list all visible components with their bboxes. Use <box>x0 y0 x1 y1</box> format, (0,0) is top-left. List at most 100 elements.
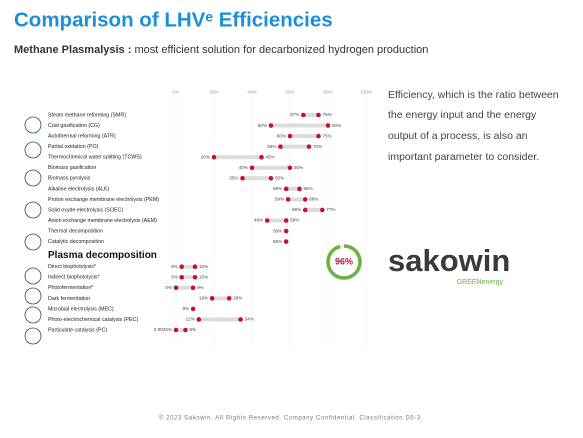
dot-low <box>249 165 255 171</box>
value-label: 77% <box>326 207 335 212</box>
icon <box>24 201 42 219</box>
dot-high <box>192 274 198 280</box>
value-label: 0.0025% <box>154 327 172 332</box>
dot-high <box>259 154 264 160</box>
logo: sakowin <box>388 243 510 278</box>
dot-low <box>173 327 179 333</box>
dot-high <box>297 186 302 192</box>
dot-low <box>287 133 293 139</box>
category-label: Biomass pyrolysis <box>48 176 91 182</box>
x-tick-label: 20% <box>209 89 219 95</box>
value-label: 55% <box>267 144 276 149</box>
dot-low <box>240 176 245 181</box>
icon <box>24 267 42 285</box>
value-label: 9% <box>197 285 204 290</box>
category-label: Plasma decomposition <box>48 250 157 261</box>
dot-high <box>316 133 321 139</box>
dot-high <box>316 112 321 118</box>
value-label: 59% <box>275 197 284 202</box>
side-text-line: important parameter to consider. <box>388 151 539 163</box>
value-label: 75% <box>323 112 332 117</box>
side-text: Efficiency, which is the ratio between t… <box>388 89 559 163</box>
category-label: Partial oxidation (PO) <box>48 144 99 150</box>
category-label: Thermal decomposition <box>48 228 103 234</box>
value-label: 10% <box>199 264 208 269</box>
value-label: 5% <box>190 327 197 332</box>
value-label: 50% <box>258 123 267 128</box>
dot-low <box>283 186 289 192</box>
category-label: Direct biophotolysis* <box>48 264 96 270</box>
icon <box>24 169 42 187</box>
icon <box>24 233 42 251</box>
gauge-arc <box>326 244 362 280</box>
value-label: 35% <box>229 176 238 181</box>
value-label: 0% <box>165 285 172 290</box>
value-label: 34% <box>245 317 254 322</box>
value-label: 9% <box>182 306 189 311</box>
value-label: 58% <box>273 228 282 233</box>
category-label: Catalytic decomposition <box>48 239 104 245</box>
value-label: 10% <box>199 274 208 279</box>
value-label: 58% <box>273 239 282 244</box>
dot-low <box>209 296 215 301</box>
subtitle: Methane Plasmalysis : most efficient sol… <box>14 44 428 56</box>
x-tick-label: 0% <box>173 89 181 95</box>
category-label: Anion exchange membrane electrolysis (AE… <box>48 218 157 224</box>
value-label: 3% <box>171 274 178 279</box>
dot-low <box>268 123 274 128</box>
dot-low <box>283 239 289 244</box>
value-label: 58% <box>290 218 299 223</box>
gauge-label: 96% <box>335 256 353 266</box>
dot-high <box>268 176 274 181</box>
icon <box>24 306 42 324</box>
dot-low <box>211 154 217 160</box>
value-label: 80% <box>332 123 341 128</box>
x-tick-label: 100% <box>360 89 373 95</box>
dot-low <box>278 144 283 149</box>
value-label: 68% <box>292 207 301 212</box>
category-label: Photofermentation* <box>48 285 93 291</box>
dot-low <box>179 274 184 280</box>
value-label: 70% <box>313 144 322 149</box>
category-label: Thermochemical water splitting (TCWS) <box>48 155 142 161</box>
icon <box>24 116 42 134</box>
dot-low <box>196 317 202 322</box>
category-label: Indirect biophotolysis* <box>48 275 100 281</box>
dot-high <box>283 218 289 223</box>
icons <box>24 116 42 345</box>
dot-high <box>287 165 293 171</box>
dot-high <box>183 327 188 333</box>
value-label: 60% <box>277 133 286 138</box>
dot-low <box>190 306 196 312</box>
dot-low <box>302 207 308 213</box>
x-tick-label: 80% <box>323 89 333 95</box>
dot-low <box>285 197 291 202</box>
value-label: 48% <box>254 218 263 223</box>
side-text-line: the energy input and the energy <box>388 109 537 121</box>
dot-high <box>190 285 196 291</box>
dot-high <box>306 144 312 149</box>
category-label: Steam methane reforming (SMR) <box>48 112 126 118</box>
x-tick-label: 60% <box>285 89 295 95</box>
category-label: Solid oxyde electrolysis (SOEC) <box>48 207 123 213</box>
dot-low <box>264 218 270 223</box>
category-label: Dark fermentation <box>48 296 90 302</box>
dot-high <box>238 317 243 322</box>
chart: 0% 20% 40% 60% 80% 100% Steam methane reformin… <box>48 89 373 346</box>
value-label: 3% <box>171 264 178 269</box>
value-label: 12% <box>186 317 195 322</box>
x-tick-label: 40% <box>247 89 257 95</box>
value-label: 20% <box>201 154 210 159</box>
logo-tagline: GREENenergy <box>457 279 504 286</box>
dot-low <box>301 112 306 118</box>
value-label: 40% <box>239 165 248 170</box>
value-label: 58% <box>273 186 282 191</box>
value-label: 75% <box>323 133 332 138</box>
dot-high <box>325 123 331 128</box>
subtitle-bold: Methane Plasmalysis : <box>14 44 131 56</box>
icon <box>24 287 42 305</box>
value-label: 67% <box>290 112 299 117</box>
category-label: Alkaline electrolysis (ALK) <box>48 186 109 192</box>
value-label: 65% <box>304 186 313 191</box>
